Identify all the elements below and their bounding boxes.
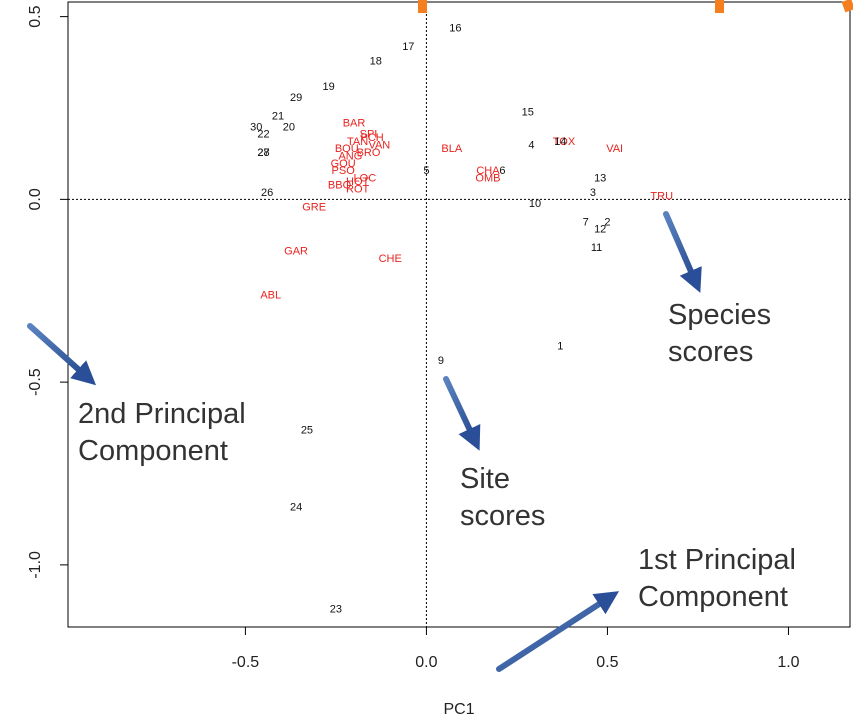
site-label: 6 — [499, 165, 505, 177]
species-label: ABL — [260, 289, 281, 301]
species-label: CHA — [476, 165, 500, 177]
species-label: BLA — [441, 143, 462, 155]
plot-area — [67, 1, 851, 628]
y-tick-label: 0.5 — [27, 5, 44, 27]
site-label: 5 — [423, 165, 429, 177]
y-tick-label: -1.0 — [27, 551, 44, 579]
site-label: 10 — [529, 198, 541, 210]
y-tick-label: 0.0 — [27, 188, 44, 210]
pc2-annotation: 2nd Principal — [78, 398, 246, 430]
site-scores-annotation-line2: scores — [460, 500, 545, 532]
site-label: 4 — [528, 140, 534, 152]
species-label: BRO — [357, 147, 381, 159]
site-label: 1 — [557, 341, 563, 353]
species-label: PCH — [360, 132, 383, 144]
species-label: SPI — [360, 129, 378, 141]
top-marker — [715, 0, 724, 13]
site-label: 15 — [522, 107, 534, 119]
species-arrow — [663, 211, 702, 293]
species-label: BOU — [335, 143, 359, 155]
species-label: BAR — [343, 118, 366, 130]
site-label: 13 — [594, 172, 606, 184]
species-label: HOT — [346, 176, 370, 188]
site-label: 14 — [554, 136, 566, 148]
pc1-arrow — [496, 591, 620, 672]
species-scores-annotation-line2: scores — [668, 336, 753, 368]
species-label: VAI — [606, 143, 623, 155]
species-label: BBO — [328, 180, 352, 192]
x-tick-label: 0.5 — [596, 654, 618, 671]
site-label: 29 — [290, 92, 302, 104]
species-label: TOX — [553, 136, 576, 148]
site-label: 17 — [402, 41, 414, 53]
x-tick-label: 1.0 — [777, 654, 799, 671]
species-scores-annotation: Species — [668, 299, 771, 331]
site-label: 28 — [257, 147, 269, 159]
site-label: 22 — [257, 129, 269, 141]
species-label: CHE — [379, 253, 402, 265]
site-label: 12 — [594, 224, 606, 236]
x-tick-label: 0.0 — [415, 654, 437, 671]
y-tick-label: -0.5 — [27, 368, 44, 396]
site-scores-annotation: Site — [460, 463, 510, 495]
x-tick-label: -0.5 — [232, 654, 260, 671]
species-label: VAN — [368, 140, 390, 152]
site-label: 7 — [583, 216, 589, 228]
x-axis-title: PC1 — [443, 701, 474, 718]
site-label: 18 — [370, 55, 382, 67]
species-label: PSO — [332, 165, 356, 177]
site-label: 16 — [449, 23, 461, 35]
pc1-annotation-line2: Component — [638, 581, 788, 613]
site-label: 23 — [330, 604, 342, 616]
site-label: 19 — [323, 81, 335, 93]
pc1-annotation: 1st Principal — [638, 544, 796, 576]
species-label: GOU — [331, 158, 356, 170]
site-label: 25 — [301, 425, 313, 437]
top-marker — [418, 0, 427, 13]
site-label: 30 — [250, 121, 262, 133]
species-label: LOC — [354, 172, 377, 184]
site-label: 2 — [604, 216, 610, 228]
site-arrow — [443, 376, 481, 451]
site-label: 26 — [261, 187, 273, 199]
site-label: 3 — [590, 187, 596, 199]
site-label: 20 — [283, 121, 295, 133]
species-label: ROT — [346, 183, 370, 195]
pc2-annotation-line2: Component — [78, 435, 228, 467]
site-label: 11 — [591, 242, 602, 254]
species-label: GAR — [284, 246, 308, 258]
x-axis: -0.5 0.0 0.5 1.0 — [232, 627, 800, 671]
pc2-arrow — [27, 323, 97, 386]
site-label: 21 — [272, 110, 284, 122]
top-marker — [841, 0, 853, 13]
species-label: ANG — [338, 151, 362, 163]
y-axis: -1.0 -0.5 0.0 0.5 — [27, 5, 68, 579]
species-label: TRU — [650, 191, 673, 203]
species-label: TAN — [347, 136, 368, 148]
site-label: 24 — [290, 501, 302, 513]
site-label: 9 — [438, 355, 444, 367]
site-label: 27 — [257, 147, 269, 159]
species-label: OMB — [475, 172, 500, 184]
species-label: GRE — [302, 202, 326, 214]
